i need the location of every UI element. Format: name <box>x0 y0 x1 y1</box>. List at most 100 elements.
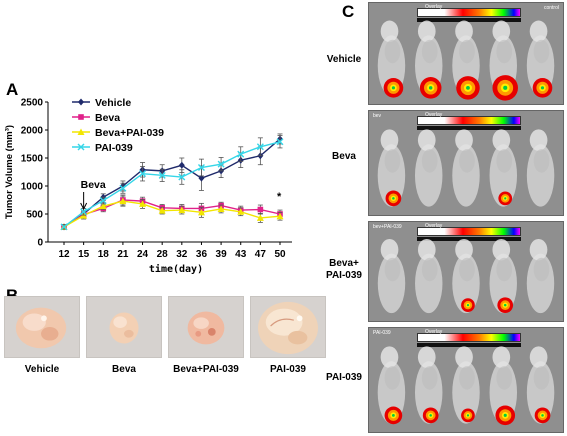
significance-marker: * <box>277 191 282 203</box>
ivis-panel-tag: control <box>543 5 559 11</box>
mouse-head <box>529 346 548 368</box>
tumor-photo-pai039 <box>250 296 326 358</box>
data-point <box>99 197 107 205</box>
x-tick-label: 39 <box>216 249 228 260</box>
series-pai-039 <box>60 135 284 231</box>
legend-label: PAI-039 <box>95 142 133 154</box>
data-point <box>78 114 84 120</box>
data-point <box>119 184 127 192</box>
data-point <box>60 223 68 231</box>
tumor-photo-beva-pai039 <box>168 296 244 358</box>
x-tick-label: 47 <box>255 249 267 260</box>
ivis-colorbar-title: Overlay <box>425 4 443 10</box>
mouse-silhouette <box>415 238 443 314</box>
mouse-skeleton <box>421 149 438 173</box>
data-point <box>276 138 284 146</box>
mouse-head <box>380 129 399 151</box>
mouse-head <box>380 238 399 261</box>
mouse-skeleton <box>496 149 513 173</box>
bioluminescence-signal <box>428 86 433 90</box>
data-point <box>197 208 205 216</box>
mouse-skeleton <box>533 149 550 173</box>
ivis-colorbar-ticks <box>417 126 521 130</box>
data-point <box>257 206 264 213</box>
legend-entry: Beva <box>72 112 120 124</box>
ivis-group-label-line: Beva <box>332 151 356 162</box>
ivis-colorbar-ticks <box>417 18 521 22</box>
ivis-colorbar-title: Overlay <box>425 112 443 118</box>
series-line <box>63 199 281 228</box>
data-point-stroke <box>178 173 186 181</box>
tumor-photo-beva <box>86 296 162 358</box>
mouse-silhouette <box>414 346 443 424</box>
x-tick-label: 50 <box>274 249 286 260</box>
mouse-head <box>492 20 511 43</box>
ivis-colorbar <box>417 8 521 17</box>
legend-label: Vehicle <box>95 97 131 109</box>
y-tick-label: 500 <box>26 210 43 221</box>
mouse-silhouette <box>415 20 443 99</box>
ivis-group-label-line: Vehicle <box>326 54 362 65</box>
x-tick-label: 36 <box>196 249 208 260</box>
bioluminescence-signal <box>391 86 396 90</box>
mouse-skeleton <box>533 39 550 64</box>
data-point-stroke <box>80 208 88 216</box>
mouse-silhouette <box>377 129 406 207</box>
mouse-skeleton <box>384 366 401 390</box>
legend-entry: Beva+PAI-039 <box>72 127 164 139</box>
ivis-panel-beva-pai039: Overlay bev+PAI-039 <box>368 221 564 322</box>
mouse-silhouette <box>489 346 518 426</box>
ivis-panel-beva: Overlay bev <box>368 110 564 216</box>
mouse-silhouette <box>489 129 518 207</box>
mouse-skeleton <box>459 257 475 282</box>
data-point <box>119 197 127 205</box>
mouse-head <box>380 20 399 43</box>
data-point-stroke <box>197 164 205 172</box>
chart-annotations: Beva * <box>80 179 282 211</box>
data-point <box>78 98 84 106</box>
ivis-group-label-line: PAI-039 <box>326 270 362 281</box>
data-point-stroke <box>77 143 85 151</box>
data-point <box>237 208 245 215</box>
mouse-skeleton <box>384 257 401 282</box>
mouse-silhouette <box>526 129 555 207</box>
mouse-silhouette <box>526 346 555 424</box>
bioluminescence-signal <box>504 197 507 200</box>
y-axis-label: Tumor Volume (mm³) <box>4 125 15 219</box>
mouse-skeleton <box>384 39 401 64</box>
data-point <box>197 164 205 172</box>
data-point-stroke <box>276 138 284 146</box>
data-point <box>178 173 186 181</box>
data-point <box>276 212 284 220</box>
data-point <box>178 206 186 214</box>
mouse-skeleton <box>459 39 475 64</box>
tumor-label-beva: Beva <box>112 364 136 375</box>
data-point <box>158 171 166 179</box>
tumor-label-beva-pai039: Beva+PAI-039 <box>173 364 239 375</box>
chart-axes: 0 500 1000 1500 2000 2500 12 15 18 21 24 28 32 36 39 43… <box>4 98 292 275</box>
x-tick-label: 28 <box>157 249 169 260</box>
legend-entry: Vehicle <box>72 97 131 109</box>
mouse-head <box>529 20 548 43</box>
data-point <box>237 150 245 158</box>
tumor-label-pai039: PAI-039 <box>270 364 306 375</box>
mouse-skeleton <box>496 257 513 282</box>
y-tick-label: 2000 <box>21 126 44 137</box>
mouse-head <box>417 346 436 368</box>
ivis-panel-pai039: Overlay PAI-039 <box>368 327 564 433</box>
bioluminescence-signal <box>503 303 507 307</box>
ivis-colorbar <box>417 227 521 236</box>
bioluminescence-signal <box>503 413 507 417</box>
mouse-head <box>380 346 399 368</box>
y-tick-label: 2500 <box>21 98 44 109</box>
x-tick-label: 12 <box>58 249 70 260</box>
ivis-group-label-pai039: PAI-039 <box>318 372 370 384</box>
legend-label: Beva <box>95 112 120 124</box>
bioluminescence-signal <box>429 414 432 417</box>
data-point-stroke <box>256 143 264 151</box>
bioluminescence-signal <box>540 86 545 90</box>
x-axis-label: time(day) <box>149 263 203 275</box>
chart-legend: Vehicle Beva Beva+PAI-039 PAI-039 <box>72 97 164 154</box>
mouse-silhouette <box>489 20 518 101</box>
mouse-silhouette <box>452 20 480 100</box>
